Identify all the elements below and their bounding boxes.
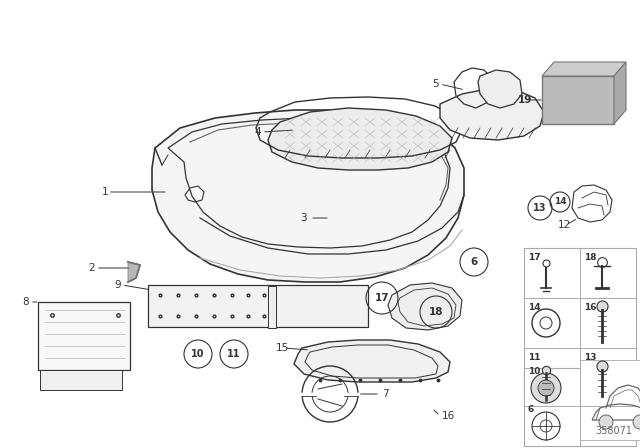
Text: 17: 17 <box>528 254 541 263</box>
FancyBboxPatch shape <box>40 370 122 390</box>
Text: 12: 12 <box>558 220 572 230</box>
Text: 8: 8 <box>22 297 29 307</box>
Text: 7: 7 <box>382 389 388 399</box>
Polygon shape <box>440 88 544 140</box>
Text: 2: 2 <box>88 263 95 273</box>
Text: 1: 1 <box>102 187 109 197</box>
Text: 13: 13 <box>584 353 596 362</box>
Text: 15: 15 <box>276 343 289 353</box>
Circle shape <box>633 415 640 429</box>
Text: 13: 13 <box>533 203 547 213</box>
Polygon shape <box>542 62 626 76</box>
Circle shape <box>599 415 613 429</box>
FancyBboxPatch shape <box>524 368 636 446</box>
FancyBboxPatch shape <box>524 248 636 398</box>
Polygon shape <box>128 262 140 282</box>
Text: 358071: 358071 <box>595 426 632 436</box>
Polygon shape <box>478 70 522 108</box>
Text: 14: 14 <box>554 198 566 207</box>
Circle shape <box>531 373 561 403</box>
Text: 16: 16 <box>442 411 455 421</box>
Polygon shape <box>388 283 462 330</box>
Text: 9: 9 <box>114 280 120 290</box>
Text: 10: 10 <box>191 349 205 359</box>
Text: 19: 19 <box>518 95 532 105</box>
Text: 3: 3 <box>300 213 307 223</box>
Text: 17: 17 <box>374 293 389 303</box>
Text: 6: 6 <box>528 405 534 414</box>
Circle shape <box>538 380 554 396</box>
Text: 11: 11 <box>227 349 241 359</box>
Text: 16: 16 <box>584 303 596 313</box>
FancyBboxPatch shape <box>38 302 130 370</box>
FancyBboxPatch shape <box>148 285 368 327</box>
FancyBboxPatch shape <box>268 286 276 328</box>
Text: 5: 5 <box>432 79 438 89</box>
Polygon shape <box>152 110 464 282</box>
Text: 18: 18 <box>584 254 596 263</box>
FancyBboxPatch shape <box>580 360 640 440</box>
Polygon shape <box>268 108 452 170</box>
Polygon shape <box>614 62 626 124</box>
Text: 18: 18 <box>429 307 444 317</box>
Text: 6: 6 <box>470 257 477 267</box>
FancyBboxPatch shape <box>542 76 614 124</box>
Text: 10: 10 <box>528 367 540 376</box>
Polygon shape <box>294 340 450 382</box>
Text: 4: 4 <box>254 127 260 137</box>
Text: 11: 11 <box>528 353 541 362</box>
Text: 14: 14 <box>528 303 541 313</box>
